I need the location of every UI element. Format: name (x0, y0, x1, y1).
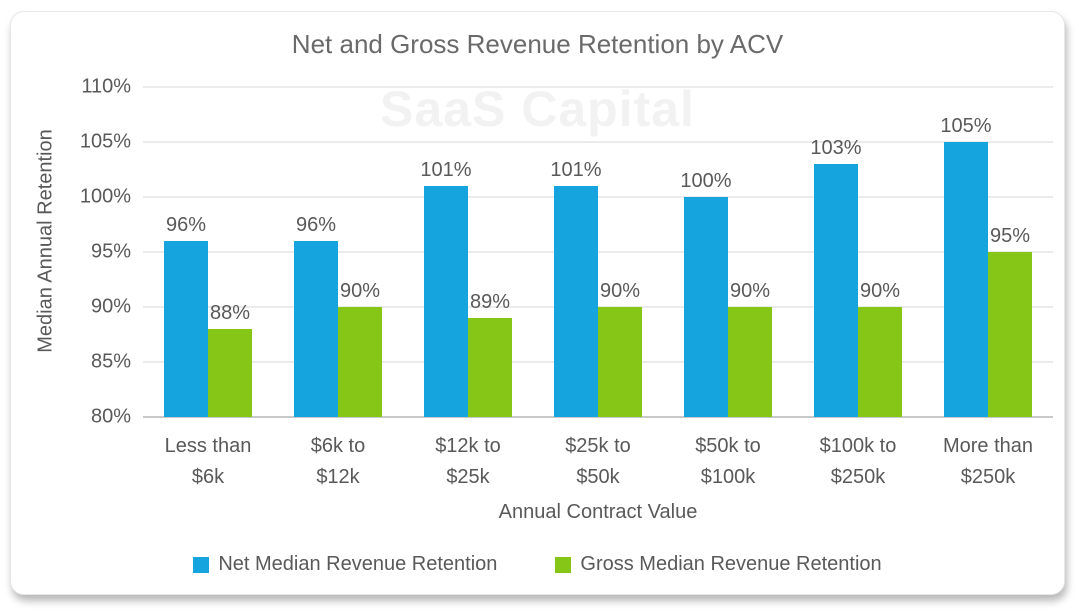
x-axis-line (143, 416, 1053, 418)
y-tick-label: 80% (90, 405, 131, 428)
x-tick-label: $12k to $25k (435, 435, 501, 488)
net-revenue-bar: 101% (550, 159, 602, 417)
x-tick-label: Less than $6k (164, 435, 252, 488)
x-tick-label: $6k to $12k (310, 435, 366, 488)
bar-value-label: 95% (989, 225, 1031, 247)
bar-value-label: 90% (599, 280, 641, 302)
gridline (143, 86, 1053, 88)
y-tick-label: 95% (90, 240, 131, 263)
bar-value-label: 100% (680, 170, 732, 192)
gross-revenue-bar: 90% (728, 280, 772, 417)
bar-group: 101% 89% (403, 87, 533, 417)
x-tick-label: $50k to $100k (695, 435, 761, 488)
bar-value-label: 101% (420, 159, 472, 181)
y-tick-label: 105% (79, 130, 131, 153)
gridline (143, 141, 1053, 143)
x-tick-label: $25k to $50k (565, 435, 631, 488)
y-tick-label: 110% (81, 75, 131, 98)
bar-group: 105% 95% (923, 87, 1053, 417)
legend-label-net: Net Median Revenue Retention (218, 553, 498, 575)
bar-value-label: 90% (729, 280, 771, 302)
chart-card: Net and Gross Revenue Retention by ACV S… (10, 11, 1065, 595)
bar-value-label: 89% (469, 291, 511, 313)
chart-title: Net and Gross Revenue Retention by ACV (291, 29, 784, 59)
x-axis-title: Annual Contract Value (498, 501, 698, 523)
bar-group: 96% 90% (273, 87, 403, 417)
gridline (143, 251, 1053, 253)
y-tick-label: 100% (79, 185, 131, 208)
gross-revenue-bar: 95% (988, 225, 1032, 417)
legend-label-gross: Gross Median Revenue Retention (580, 553, 882, 575)
net-revenue-bar: 100% (680, 170, 732, 417)
net-revenue-bar: 105% (940, 115, 992, 417)
gridline (143, 196, 1053, 198)
gross-revenue-bar: 89% (468, 291, 512, 417)
net-revenue-bar: 96% (164, 214, 208, 417)
bar-group: 101% 90% (533, 87, 663, 417)
y-axis-title: Median Annual Retention (34, 129, 57, 353)
bar-group: 100% 90% (663, 87, 793, 417)
legend-item-gross: Gross Median Revenue Retention (555, 553, 882, 576)
y-tick-label: 90% (90, 295, 131, 318)
bar-group: 103% 90% (793, 87, 923, 417)
net-revenue-bar: 101% (420, 159, 472, 417)
x-tick-label: More than $250k (942, 435, 1034, 488)
legend: Net Median Revenue Retention Gross Media… (11, 553, 1064, 576)
bar-value-label: 90% (339, 280, 381, 302)
bar-value-label: 101% (550, 159, 602, 181)
x-axis-ticks: Less than $6k $6k to $12k $12k to $25k $25k… (143, 431, 1053, 493)
gross-revenue-bar: 90% (858, 280, 902, 417)
gross-legend-swatch (555, 556, 572, 573)
bar-value-label: 105% (940, 115, 992, 137)
bar-group: 96% 88% (143, 87, 273, 417)
bar-value-label: 103% (810, 137, 862, 159)
bar-value-label: 96% (295, 214, 337, 236)
net-legend-swatch (193, 556, 210, 573)
gross-revenue-bar: 90% (338, 280, 382, 417)
plot-area: 110% 105% 100% 95% 90% 85% 80% 96% 88% 96% 90% 101%… (80, 76, 1053, 428)
net-revenue-bar: 103% (810, 137, 862, 417)
gross-revenue-bar: 90% (598, 280, 642, 417)
bar-value-label: 96% (165, 214, 207, 236)
net-revenue-bar: 96% (294, 214, 338, 417)
y-tick-label: 85% (90, 350, 131, 373)
bar-value-label: 90% (859, 280, 901, 302)
x-tick-label: $100k to $250k (819, 435, 897, 488)
bar-value-label: 88% (209, 302, 251, 324)
legend-item-net: Net Median Revenue Retention (193, 553, 497, 576)
gross-revenue-bar: 88% (208, 302, 252, 417)
